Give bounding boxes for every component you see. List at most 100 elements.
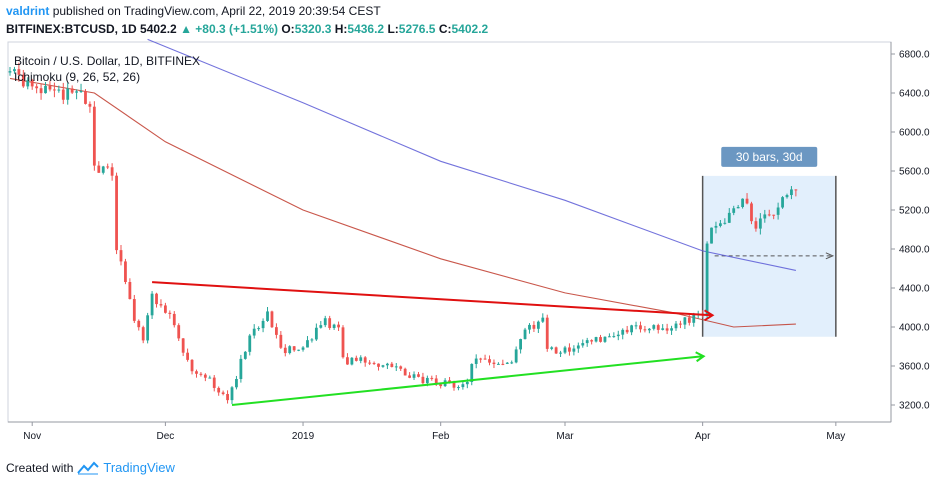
candle-body[interactable]	[208, 377, 212, 379]
candle-body[interactable]	[221, 392, 225, 395]
candle-body[interactable]	[723, 222, 727, 224]
candle-body[interactable]	[217, 387, 221, 393]
candle-body[interactable]	[750, 203, 753, 222]
candle-body[interactable]	[483, 358, 487, 360]
candle-body[interactable]	[164, 305, 167, 313]
candle-body[interactable]	[359, 357, 363, 361]
candle-body[interactable]	[252, 328, 256, 336]
candle-body[interactable]	[647, 328, 651, 331]
candle-body[interactable]	[92, 106, 96, 166]
candle-body[interactable]	[621, 329, 625, 335]
candle-body[interactable]	[257, 328, 261, 330]
candle-body[interactable]	[386, 363, 389, 366]
candle-body[interactable]	[639, 325, 642, 330]
candle-body[interactable]	[301, 347, 305, 350]
candle-body[interactable]	[354, 357, 358, 361]
candle-body[interactable]	[155, 293, 158, 305]
candle-body[interactable]	[452, 382, 456, 388]
candle-body[interactable]	[190, 359, 194, 372]
candle-body[interactable]	[488, 359, 491, 363]
candle-body[interactable]	[616, 334, 620, 337]
candle-body[interactable]	[576, 345, 580, 349]
candle-body[interactable]	[292, 346, 296, 351]
candle-body[interactable]	[572, 348, 576, 352]
candle-body[interactable]	[372, 362, 376, 364]
candle-body[interactable]	[110, 167, 114, 176]
candle-body[interactable]	[417, 374, 420, 377]
candle-body[interactable]	[630, 325, 633, 333]
candle-body[interactable]	[541, 317, 545, 322]
candle-body[interactable]	[270, 311, 274, 328]
candle-body[interactable]	[581, 343, 585, 346]
candle-body[interactable]	[683, 317, 687, 325]
candle-body[interactable]	[328, 318, 332, 328]
candle-body[interactable]	[590, 340, 594, 342]
candle-body[interactable]	[115, 175, 118, 251]
candle-body[interactable]	[421, 376, 425, 384]
candle-body[interactable]	[159, 304, 163, 306]
candle-body[interactable]	[390, 363, 394, 367]
candle-body[interactable]	[434, 378, 438, 385]
candle-body[interactable]	[132, 299, 136, 321]
candle-body[interactable]	[310, 339, 314, 341]
candle-body[interactable]	[363, 357, 367, 363]
candle-body[interactable]	[323, 318, 327, 326]
candle-body[interactable]	[243, 351, 247, 359]
candle-body[interactable]	[461, 384, 465, 388]
candle-body[interactable]	[497, 363, 500, 365]
candle-body[interactable]	[758, 218, 762, 229]
candle-body[interactable]	[594, 337, 598, 342]
candle-body[interactable]	[150, 293, 154, 316]
candle-body[interactable]	[492, 362, 496, 365]
candle-body[interactable]	[741, 198, 744, 208]
candle-body[interactable]	[652, 325, 656, 329]
candle-body[interactable]	[608, 336, 611, 338]
candle-body[interactable]	[727, 212, 731, 223]
candles[interactable]	[8, 62, 798, 405]
support-line[interactable]	[231, 355, 703, 406]
candle-body[interactable]	[168, 312, 172, 314]
candle-body[interactable]	[550, 347, 554, 349]
candle-body[interactable]	[679, 323, 682, 325]
candle-body[interactable]	[261, 320, 265, 329]
candle-body[interactable]	[754, 221, 758, 229]
candle-body[interactable]	[767, 214, 771, 216]
candle-body[interactable]	[181, 338, 185, 353]
candle-body[interactable]	[297, 349, 300, 351]
candle-body[interactable]	[30, 80, 34, 87]
candle-body[interactable]	[505, 362, 509, 364]
candle-body[interactable]	[465, 381, 469, 385]
candle-body[interactable]	[568, 347, 571, 352]
candle-body[interactable]	[514, 349, 518, 363]
candle-body[interactable]	[124, 261, 127, 282]
candle-body[interactable]	[66, 88, 70, 100]
candle-body[interactable]	[776, 207, 780, 215]
candle-body[interactable]	[319, 325, 323, 328]
candle-body[interactable]	[559, 352, 562, 354]
candle-body[interactable]	[337, 324, 340, 328]
candle-body[interactable]	[84, 90, 87, 104]
candle-body[interactable]	[554, 347, 558, 354]
candle-body[interactable]	[687, 317, 691, 323]
tradingview-link[interactable]: TradingView	[103, 460, 175, 475]
candle-body[interactable]	[235, 379, 238, 388]
candle-body[interactable]	[745, 198, 749, 204]
candle-body[interactable]	[457, 387, 460, 389]
candle-body[interactable]	[403, 368, 407, 376]
candle-body[interactable]	[408, 375, 411, 378]
candle-body[interactable]	[430, 377, 434, 379]
trend-lines[interactable]	[152, 281, 715, 406]
candle-body[interactable]	[394, 366, 398, 368]
candle-body[interactable]	[226, 394, 229, 401]
candle-body[interactable]	[599, 337, 602, 342]
candle-body[interactable]	[275, 327, 278, 335]
candle-body[interactable]	[425, 377, 429, 384]
candle-body[interactable]	[656, 325, 660, 330]
candle-body[interactable]	[13, 69, 16, 72]
candle-body[interactable]	[48, 85, 52, 90]
candle-body[interactable]	[661, 328, 665, 330]
candle-body[interactable]	[239, 358, 243, 380]
candle-body[interactable]	[585, 340, 589, 344]
candle-body[interactable]	[665, 328, 669, 331]
candle-body[interactable]	[79, 90, 83, 92]
